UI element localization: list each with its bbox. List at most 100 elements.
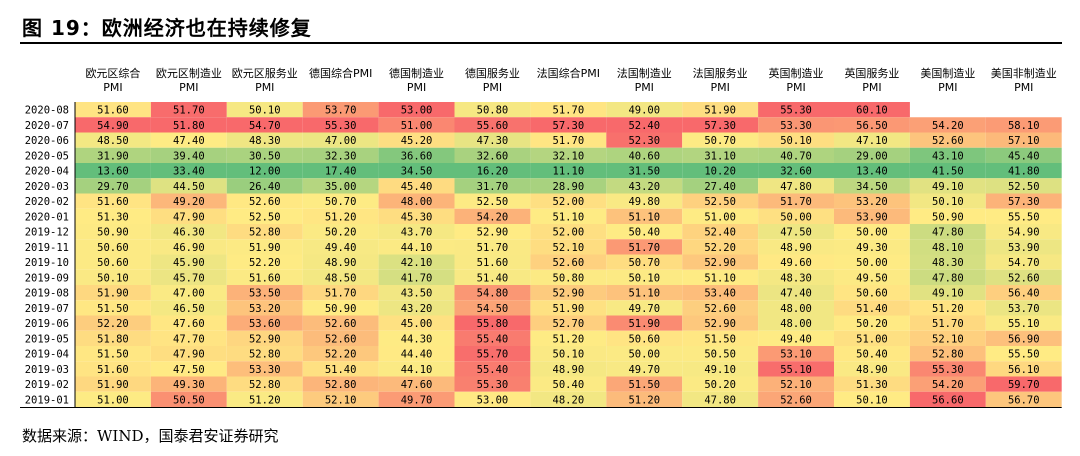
heatmap-cell [834,239,910,255]
cell-value: 57.30 [1008,196,1040,208]
cell-value: 53.70 [1008,303,1040,315]
heatmap-cell [150,330,227,346]
cell-value: 46.30 [173,227,205,239]
heatmap-cell [606,178,683,194]
heatmap-cell [150,132,227,148]
cell-value: 50.20 [856,318,888,330]
heatmap-cell [606,224,683,240]
heatmap-cell [454,285,531,301]
heatmap-cell [834,208,910,224]
cell-value: 51.20 [325,211,357,223]
cell-value: 36.60 [401,150,433,162]
heatmap-cell [302,376,379,392]
cell-value: 48.90 [553,364,585,376]
cell-value: 51.70 [173,105,205,117]
cell-value: 53.10 [780,349,812,361]
heatmap-cell [226,254,303,270]
cell-value: 47.00 [173,288,205,300]
heatmap-cell [985,391,1062,407]
heatmap-cell [682,300,759,316]
cell-value: 55.30 [325,120,357,132]
heatmap-cell [834,193,910,209]
heatmap-cell [454,254,531,270]
cell-value: 50.50 [704,349,736,361]
column-header: 英国制造业 [769,66,824,80]
heatmap-cell [758,361,834,377]
heatmap-cell [909,208,986,224]
heatmap-cell [378,346,455,362]
cell-value: 52.10 [553,242,585,254]
cell-value: 50.10 [780,135,812,147]
cell-value: 48.30 [780,272,812,284]
heatmap-cell [302,361,379,377]
page-title: 图 19：欧洲经济也在持续修复 [22,16,312,40]
cell-value: 29.70 [97,181,129,193]
heatmap-cell [758,147,834,163]
heatmap-cell [302,147,379,163]
heatmap-cell [909,193,986,209]
cell-value: 53.40 [704,288,736,300]
heatmap-cell [682,117,759,133]
heatmap-cell [682,376,759,392]
heatmap-cell [758,285,834,301]
cell-value: 52.20 [249,257,281,269]
cell-value: 43.20 [628,181,660,193]
heatmap-cell [606,315,683,331]
heatmap-cell [530,330,607,346]
heatmap-cell [834,147,910,163]
heatmap-cell [530,300,607,316]
cell-value: 53.50 [249,288,281,300]
heatmap-cell [454,346,531,362]
cell-value: 51.50 [704,333,736,345]
heatmap-cell [302,132,379,148]
heatmap-cell [530,193,607,209]
cell-value: 49.40 [325,242,357,254]
cell-value: 50.10 [628,272,660,284]
cell-value: 48.90 [325,257,357,269]
column-header: 法国服务业 [693,66,748,80]
cell-value: 49.80 [628,196,660,208]
cell-value: 43.70 [401,227,433,239]
cell-value: 50.60 [97,242,129,254]
cell-value: 50.00 [856,227,888,239]
heatmap-cell [378,300,455,316]
column-header-sub: PMI [938,81,957,94]
cell-value: 45.40 [401,181,433,193]
heatmap-cell [985,376,1062,392]
cell-value: 59.70 [1008,379,1040,391]
heatmap-cell [150,163,227,179]
heatmap-cell [302,285,379,301]
heatmap-cell [454,315,531,331]
heatmap-cell [606,147,683,163]
heatmap-cell [150,147,227,163]
cell-value: 52.00 [553,196,585,208]
row-label: 2020-04 [25,166,69,178]
cell-value: 47.30 [477,135,509,147]
cell-value: 57.30 [704,120,736,132]
cell-value: 40.70 [780,150,812,162]
heatmap-cell [985,361,1062,377]
cell-value: 53.30 [249,364,281,376]
heatmap-cell [302,300,379,316]
cell-value: 33.40 [173,166,205,178]
cell-value: 13.40 [856,166,888,178]
cell-value: 55.60 [477,120,509,132]
cell-value: 42.10 [401,257,433,269]
cell-value: 51.20 [628,394,660,406]
cell-value: 51.40 [477,272,509,284]
cell-value: 46.50 [173,303,205,315]
heatmap-cell [834,330,910,346]
column-header-sub: PMI [103,81,122,94]
cell-value: 56.40 [1008,288,1040,300]
cell-value: 57.10 [1008,135,1040,147]
row-label: 2019-07 [25,303,69,315]
heatmap-cell [909,224,986,240]
heatmap-cell [75,132,151,148]
cell-value: 48.00 [401,196,433,208]
cell-value: 53.30 [780,120,812,132]
cell-value: 31.50 [628,166,660,178]
heatmap-cell [530,315,607,331]
cell-value: 60.10 [856,105,888,117]
cell-value: 47.60 [401,379,433,391]
cell-value: 51.30 [97,211,129,223]
